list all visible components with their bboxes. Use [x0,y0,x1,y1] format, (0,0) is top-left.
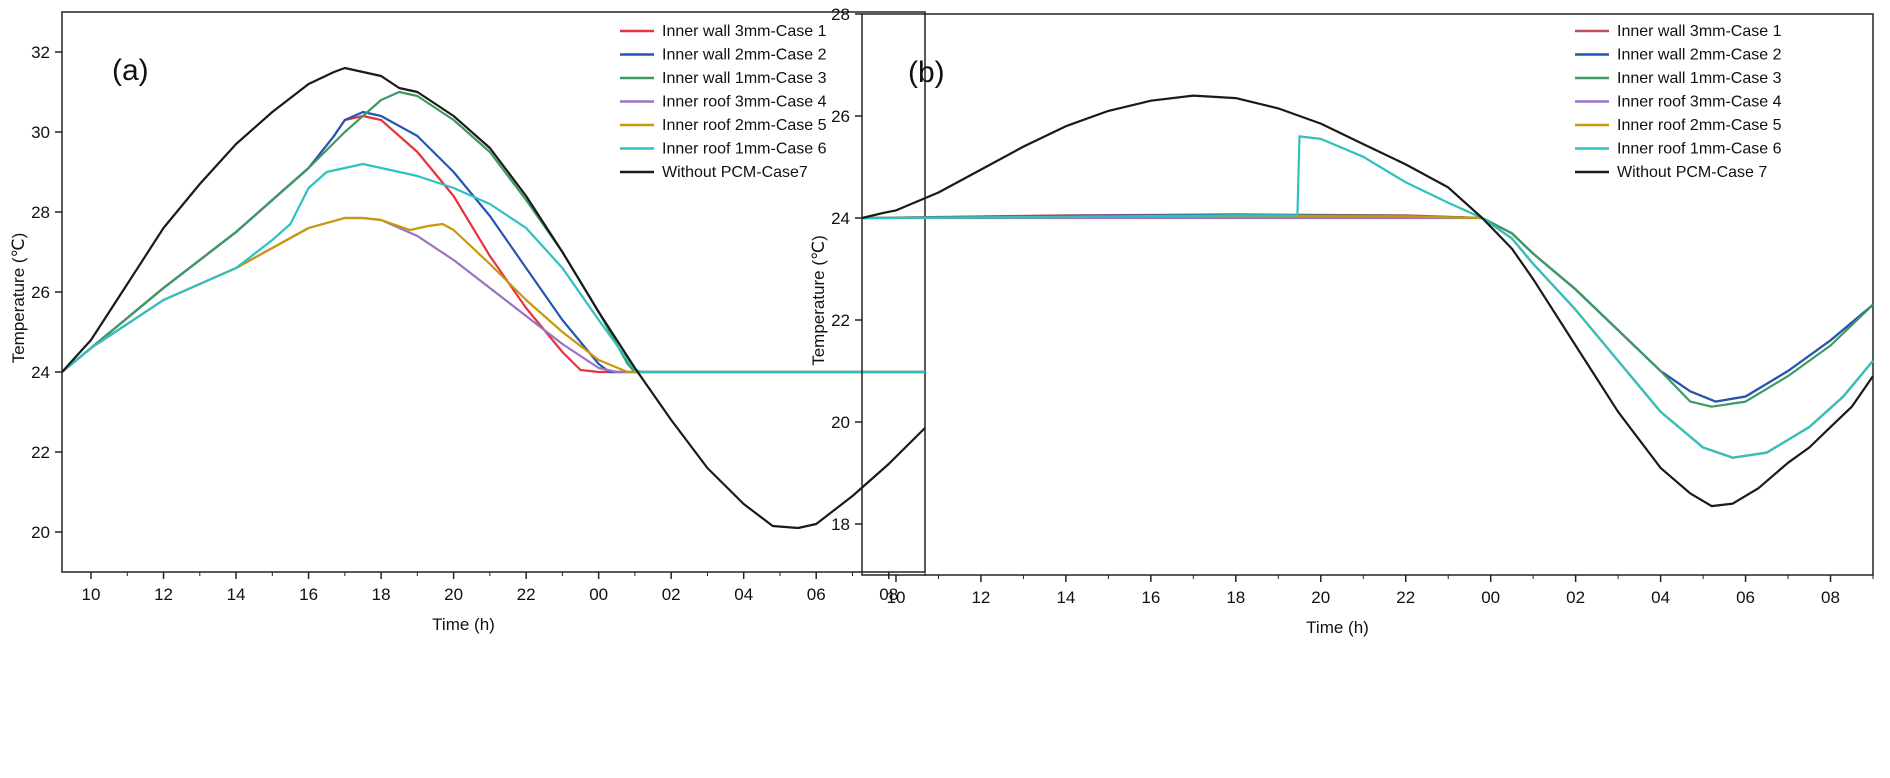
x-tick-label: 12 [154,585,173,604]
x-tick-label: 18 [372,585,391,604]
series-line [61,216,925,374]
legend-entry: Inner roof 1mm-Case 6 [1617,141,1782,158]
series-line [861,135,1874,459]
x-tick-label: 06 [807,585,826,604]
y-tick-label: 28 [31,203,50,222]
x-tick-label: 10 [887,588,906,607]
series-line [861,214,1874,408]
x-tick-label: 08 [1821,588,1840,607]
plot-frame [861,13,1874,576]
x-axis-label: Time (h) [1306,618,1369,637]
legend-entry: Inner wall 3mm-Case 1 [1617,23,1782,40]
y-axis-label: Temperature (℃) [9,233,28,364]
legend-entry: Inner wall 3mm-Case 1 [662,23,827,40]
y-tick-label: 22 [831,311,850,330]
series-line [61,90,925,374]
x-tick-label: 04 [1651,588,1670,607]
y-tick-label: 28 [831,5,850,24]
y-tick-label: 24 [831,209,850,228]
x-tick-label: 18 [1226,588,1245,607]
y-tick-label: 32 [31,43,50,62]
x-tick-label: 10 [82,585,101,604]
series-line [862,216,1874,459]
legend-entry: Inner roof 1mm-Case 6 [662,141,827,158]
panel-label: (a) [112,54,149,87]
y-tick-label: 26 [31,283,50,302]
y-tick-label: 20 [831,413,850,432]
y-axis-label: Temperature (℃) [809,235,828,366]
x-tick-label: 06 [1736,588,1755,607]
legend-entry: Inner roof 3mm-Case 4 [662,94,827,111]
legend-entry: Inner wall 2mm-Case 2 [662,47,827,64]
series-line [861,94,1874,508]
series-line [861,214,1874,459]
legend-entry: Without PCM-Case 7 [1617,164,1767,181]
y-tick-label: 26 [831,107,850,126]
chart-panel-a: 10 12 14 16 18 20 22 00 02 04 06 08 20 22 24 26 28 30 32 Ti… [9,11,926,634]
y-tick-label: 22 [31,443,50,462]
y-tick-label: 18 [831,515,850,534]
x-tick-label: 20 [444,585,463,604]
x-tick-label: 22 [1396,588,1415,607]
series-line [61,216,925,374]
legend-entry: Inner wall 1mm-Case 3 [1617,70,1782,87]
legend-entry: Inner wall 1mm-Case 3 [662,70,827,87]
x-axis-label: Time (h) [432,615,495,634]
x-tick-label: 00 [589,585,608,604]
y-tick-label: 30 [31,123,50,142]
x-tick-label: 00 [1481,588,1500,607]
x-tick-label: 20 [1311,588,1330,607]
series-line [861,213,1874,403]
x-tick-label: 22 [517,585,536,604]
x-tick-label: 04 [734,585,753,604]
series-line [61,162,925,374]
y-tick-label: 24 [31,363,50,382]
series-line [861,213,1874,403]
x-tick-label: 14 [1056,588,1075,607]
x-tick-label: 08 [879,585,898,604]
series-line [61,66,926,530]
x-tick-label: 14 [227,585,246,604]
x-tick-label: 12 [971,588,990,607]
x-tick-label: 02 [1566,588,1585,607]
x-tick-label: 02 [662,585,681,604]
x-tick-label: 16 [299,585,318,604]
legend-entry: Inner roof 2mm-Case 5 [1617,117,1782,134]
legend-entry: Inner roof 3mm-Case 4 [1617,94,1782,111]
legend-entry: Inner roof 2mm-Case 5 [662,117,827,134]
chart-panel-b: 10 12 14 16 18 20 22 00 02 04 06 08 18 20 22 24 26 28 Time… [809,5,1874,637]
panel-label: (b) [908,56,945,89]
y-tick-label: 20 [31,523,50,542]
legend-entry: Without PCM-Case7 [662,164,808,181]
legend-entry: Inner wall 2mm-Case 2 [1617,47,1782,64]
x-tick-label: 16 [1141,588,1160,607]
